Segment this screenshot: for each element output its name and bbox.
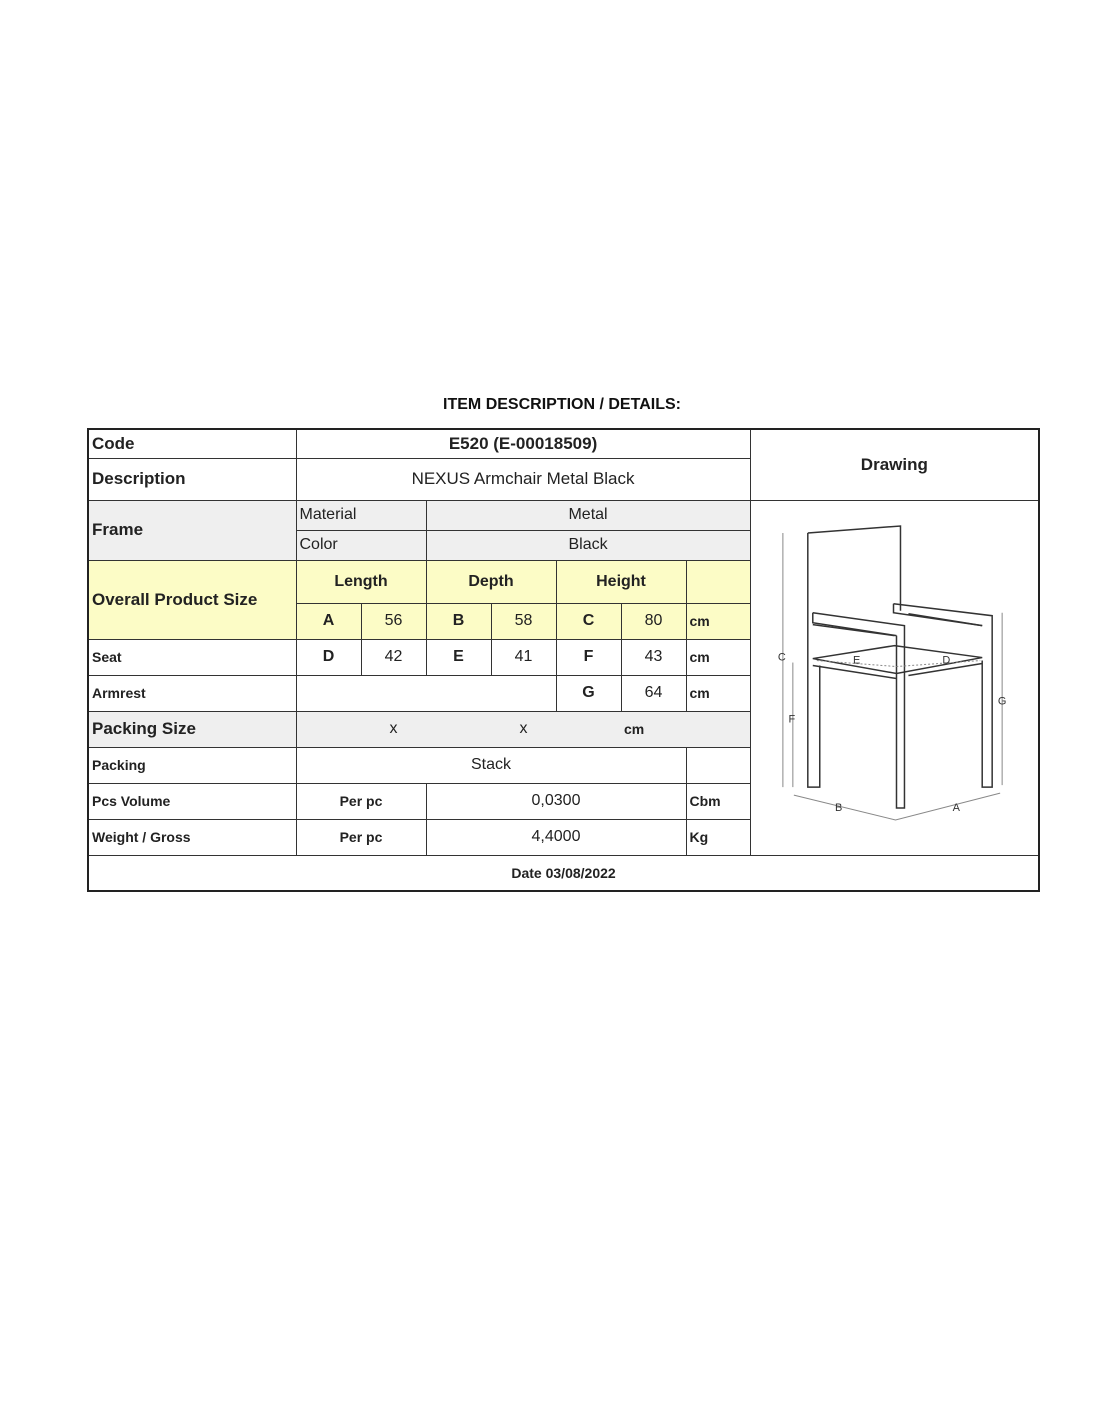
height-header: Height <box>555 559 687 604</box>
color-value: Black <box>425 529 751 561</box>
packing-size-unit: cm <box>621 710 686 748</box>
dim-b-letter: B <box>425 602 492 640</box>
empty-cell <box>686 710 751 748</box>
material-value: Metal <box>425 499 751 531</box>
dim-d-value: 42 <box>360 638 427 676</box>
dim-e-value: 41 <box>490 638 557 676</box>
letter-d: D <box>942 654 950 666</box>
letter-g: G <box>997 695 1006 707</box>
weight-label: Weight / Gross <box>87 818 297 856</box>
empty-cell <box>685 559 751 604</box>
description-value: NEXUS Armchair Metal Black <box>295 457 751 501</box>
volume-value: 0,0300 <box>425 782 687 820</box>
packing-size-label: Packing Size <box>87 710 297 748</box>
seat-unit: cm <box>685 638 751 676</box>
chair-diagram: C F G E D B A <box>778 524 1006 821</box>
dim-g-letter: G <box>555 674 622 712</box>
document-title: ITEM DESCRIPTION / DETAILS: <box>443 396 681 413</box>
letter-c: C <box>778 651 786 663</box>
armrest-unit: cm <box>685 674 751 712</box>
depth-header: Depth <box>425 559 557 604</box>
seat-label: Seat <box>87 638 297 676</box>
dim-a-value: 56 <box>360 602 427 640</box>
weight-value: 4,4000 <box>425 818 687 856</box>
packing-size-x1: x <box>361 710 426 748</box>
empty-cell <box>685 746 751 784</box>
dim-a-letter: A <box>295 602 362 640</box>
dim-f-value: 43 <box>620 638 687 676</box>
dim-d-letter: D <box>295 638 362 676</box>
packing-size-x2: x <box>491 710 556 748</box>
frame-label: Frame <box>87 499 297 561</box>
overall-size-label: Overall Product Size <box>87 559 297 640</box>
letter-b: B <box>835 802 842 814</box>
chair-drawing: C F G E D B A <box>749 499 1040 856</box>
description-label: Description <box>87 457 297 501</box>
dim-c-letter: C <box>555 602 622 640</box>
volume-label: Pcs Volume <box>87 782 297 820</box>
material-label: Material <box>295 499 427 531</box>
code-label: Code <box>87 428 297 459</box>
drawing-label: Drawing <box>749 428 1040 501</box>
weight-per: Per pc <box>295 818 427 856</box>
code-value: E520 (E-00018509) <box>295 428 751 459</box>
packing-label: Packing <box>87 746 297 784</box>
volume-per: Per pc <box>295 782 427 820</box>
empty-cell <box>296 710 361 748</box>
weight-unit: Kg <box>685 818 751 856</box>
packing-value: Stack <box>295 746 687 784</box>
dim-f-letter: F <box>555 638 622 676</box>
length-header: Length <box>295 559 427 604</box>
dim-b-value: 58 <box>490 602 557 640</box>
letter-f: F <box>788 713 795 725</box>
dim-g-value: 64 <box>620 674 687 712</box>
dim-c-value: 80 <box>620 602 687 640</box>
empty-cell <box>556 710 621 748</box>
date: Date 03/08/2022 <box>87 854 1040 892</box>
dim-e-letter: E <box>425 638 492 676</box>
letter-a: A <box>952 802 960 814</box>
letter-e: E <box>853 654 860 666</box>
color-label: Color <box>295 529 427 561</box>
item-details-table: Code E520 (E-00018509) Drawing Descripti… <box>87 428 1041 892</box>
empty-cell <box>295 674 557 712</box>
overall-unit: cm <box>685 602 751 640</box>
empty-cell <box>426 710 491 748</box>
armrest-label: Armrest <box>87 674 297 712</box>
volume-unit: Cbm <box>685 782 751 820</box>
